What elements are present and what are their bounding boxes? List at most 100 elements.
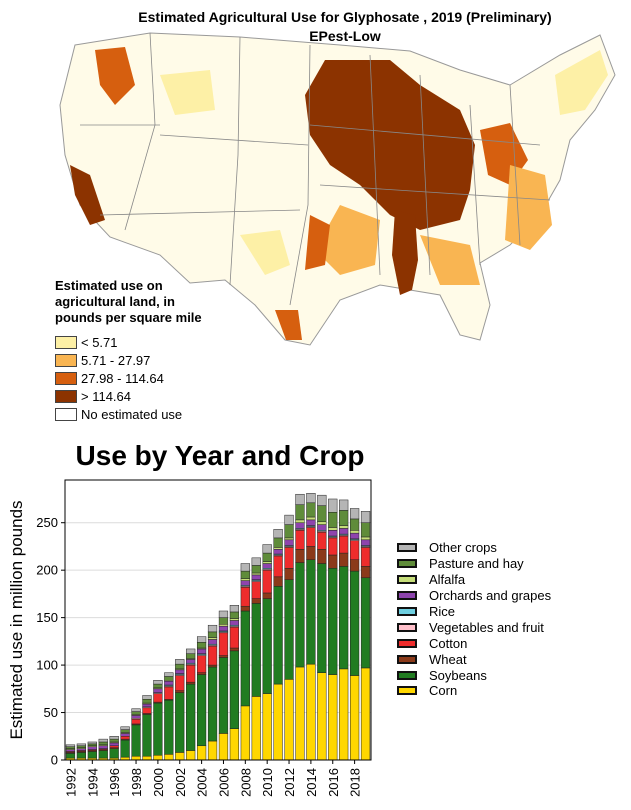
bar-segment: [109, 738, 119, 743]
bar-segment: [284, 537, 294, 541]
bar-segment: [273, 555, 283, 578]
bar-segment: [273, 683, 283, 761]
x-tick-label: 2014: [304, 768, 319, 797]
bar-segment: [229, 626, 240, 649]
bar-segment: [360, 511, 371, 523]
bar-segment: [360, 667, 371, 761]
bar-segment: [349, 675, 360, 761]
legend-swatch: [397, 622, 417, 632]
bar-segment: [229, 647, 240, 652]
bar-segment: [349, 530, 360, 534]
bar-segment: [186, 653, 196, 659]
bar-segment: [339, 566, 349, 670]
crop-legend-item: Vegetables and fruit: [397, 619, 551, 635]
bar-segment: [153, 693, 163, 703]
x-tick-label: 2016: [326, 768, 341, 797]
bar-segment: [328, 498, 338, 513]
bar-segment: [328, 512, 338, 528]
bar-segment: [262, 563, 272, 569]
legend-swatch: [397, 575, 417, 585]
bar-segment: [284, 547, 294, 569]
bar-segment: [218, 617, 229, 625]
crop-legend-item: Corn: [397, 683, 551, 699]
crop-legend-item: Soybeans: [397, 667, 551, 683]
bar-segment: [349, 570, 360, 676]
bar-segment: [360, 577, 371, 669]
bar-segment: [120, 726, 130, 730]
crop-legend-label: Rice: [429, 604, 456, 619]
bar-segment: [317, 531, 327, 550]
bar-segment: [207, 664, 218, 668]
crop-legend-label: Alfalfa: [429, 572, 466, 588]
bar-segment: [328, 554, 338, 569]
y-tick-label: 250: [36, 515, 58, 530]
bar-segment: [196, 642, 207, 649]
bar-segment: [207, 639, 218, 645]
x-tick-label: 2000: [151, 768, 166, 797]
crop-legend-item: Wheat: [397, 651, 551, 667]
bar-segment: [98, 745, 108, 749]
bar-segment: [87, 743, 97, 747]
bar-segment: [218, 733, 229, 761]
bar-segment: [175, 659, 185, 665]
bar-segment: [120, 729, 130, 733]
bar-segment: [87, 746, 97, 750]
bar-segment: [262, 598, 272, 694]
bar-segment: [229, 618, 240, 621]
bar-segment: [295, 562, 305, 668]
bar-segment: [360, 522, 371, 538]
bar-segment: [196, 655, 207, 673]
bar-segment: [207, 637, 218, 640]
bar-segment: [142, 755, 152, 761]
bar-segment: [295, 530, 305, 550]
crop-legend-label: Soybeans: [429, 667, 487, 683]
crop-legend-label: Other crops: [429, 540, 497, 556]
bar-segment: [131, 755, 141, 761]
bar-segment: [251, 696, 261, 761]
bar-segment: [65, 744, 76, 747]
legend-swatch: [55, 371, 77, 385]
bar-segment: [240, 587, 250, 607]
crop-legend-label: Corn: [429, 683, 458, 699]
bar-segment: [273, 586, 283, 685]
stacked-bar-chart: 0 50 100 150 200 250 1992 1994 1996 1998 2000 2002 2…: [7, 479, 372, 797]
x-tick-label: 1996: [107, 768, 122, 797]
bar-segment: [317, 521, 327, 525]
bar-segment: [360, 566, 371, 579]
x-tick-label: 2002: [173, 768, 188, 797]
bar-segment: [240, 605, 250, 612]
bar-segment: [153, 755, 163, 761]
bar-segment: [295, 666, 305, 761]
bar-segment: [120, 736, 130, 740]
x-tick-label: 2010: [260, 768, 275, 797]
map-density-layer: [70, 47, 608, 340]
legend-swatch: [397, 607, 417, 616]
bar-segment: [218, 610, 229, 618]
bar-segment: [317, 505, 327, 523]
map-legend-item: 5.71 - 27.97: [55, 351, 225, 369]
bar-segment: [284, 679, 294, 761]
map-legend-label: 5.71 - 27.97: [81, 352, 151, 368]
bar-segment: [131, 708, 141, 712]
bar-segment: [65, 749, 76, 752]
bar-segment: [175, 692, 185, 753]
x-tick-label: 2008: [238, 768, 253, 797]
bar-segment: [295, 504, 305, 521]
bar-segment: [262, 592, 272, 599]
map-legend-label: No estimated use: [81, 406, 183, 422]
crop-legend-item: Rice: [397, 604, 551, 620]
map-legend-item: > 114.64: [55, 387, 225, 405]
bar-segment: [306, 527, 316, 547]
bar-segment: [262, 561, 272, 564]
bar-segment: [284, 539, 294, 546]
bar-segment: [76, 743, 87, 747]
bar-segment: [306, 663, 316, 761]
bar-segment: [328, 568, 338, 675]
bar-segment: [262, 693, 272, 761]
crop-legend: Other crops Pasture and hay Alfalfa Orchard…: [397, 540, 551, 699]
bar-segment: [76, 752, 87, 759]
bar-segment: [142, 695, 152, 700]
bar-segment: [175, 690, 185, 693]
bar-segment: [273, 549, 283, 555]
bar-segment: [284, 524, 294, 539]
